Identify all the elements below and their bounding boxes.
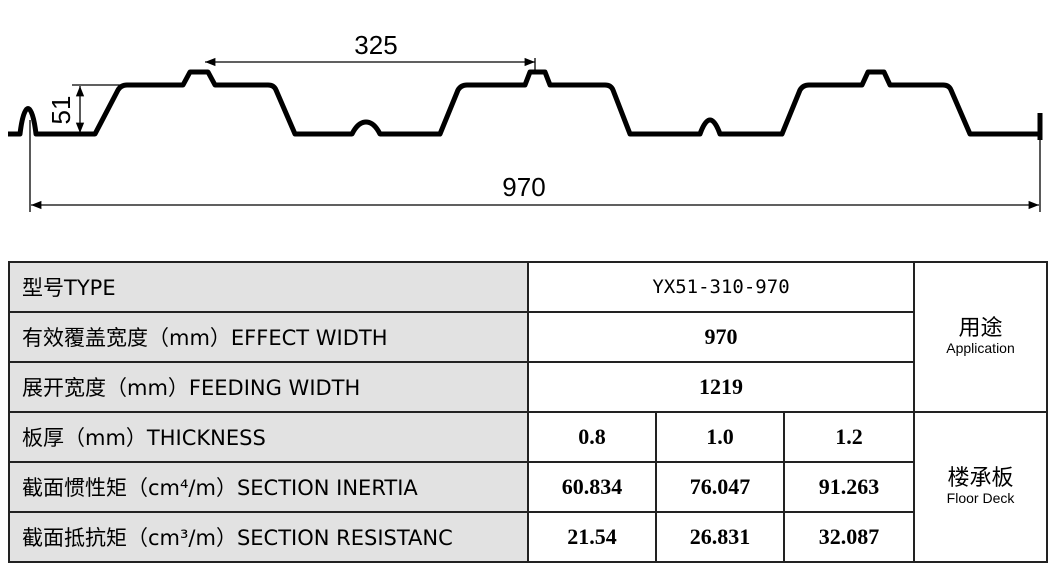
application-cell: 用途 Application — [913, 261, 1049, 413]
side-title: 用途 — [958, 316, 1003, 342]
row-label: 截面抵抗矩（cm³/m）SECTION RESISTANC — [8, 511, 529, 563]
profile-drawing: 325 51 970 — [8, 30, 1043, 212]
cell-value: 1219 — [526, 361, 916, 413]
spec-table: 型号TYPE YX51-310-970 用途 Application 有效覆盖宽… — [8, 261, 1049, 563]
dimension-height: 51 — [46, 96, 76, 125]
cell-value: 91.263 — [782, 461, 916, 513]
row-label: 展开宽度（mm）FEEDING WIDTH — [8, 361, 529, 413]
table-row: 截面惯性矩（cm⁴/m）SECTION INERTIA 60.834 76.04… — [8, 461, 1047, 513]
side-subtitle: Application — [946, 340, 1015, 357]
table-row: 展开宽度（mm）FEEDING WIDTH 1219 — [8, 361, 1047, 413]
cell-value: 76.047 — [655, 461, 785, 513]
table-row: 板厚（mm）THICKNESS 0.8 1.0 1.2 楼承板 Floor De… — [8, 411, 1049, 563]
cell-value: 32.087 — [782, 511, 916, 563]
cell-value: 21.54 — [527, 511, 657, 563]
cell-value: 1.0 — [655, 411, 785, 463]
cell-value: 26.831 — [655, 511, 785, 563]
cell-value: 1.2 — [782, 411, 916, 463]
side-subtitle: Floor Deck — [946, 490, 1015, 507]
dimension-pitch: 325 — [354, 30, 397, 60]
table-row: 截面抵抗矩（cm³/m）SECTION RESISTANC 21.54 26.8… — [8, 511, 1047, 563]
cell-value: 0.8 — [527, 411, 657, 463]
row-label: 截面惯性矩（cm⁴/m）SECTION INERTIA — [8, 461, 529, 513]
cell-value: 60.834 — [527, 461, 657, 513]
side-title: 楼承板 — [947, 466, 1014, 492]
deck-profile — [8, 69, 1043, 140]
use-cell: 楼承板 Floor Deck — [913, 411, 1049, 563]
table-row: 型号TYPE YX51-310-970 用途 Application — [8, 261, 1049, 413]
row-label: 有效覆盖宽度（mm）EFFECT WIDTH — [8, 311, 529, 363]
dimension-width: 970 — [502, 172, 545, 202]
row-label: 板厚（mm）THICKNESS — [8, 411, 529, 463]
table-row: 有效覆盖宽度（mm）EFFECT WIDTH 970 — [8, 311, 1047, 363]
cell-value: 970 — [526, 311, 916, 363]
cell-value: YX51-310-970 — [526, 261, 916, 313]
row-label: 型号TYPE — [8, 261, 529, 313]
